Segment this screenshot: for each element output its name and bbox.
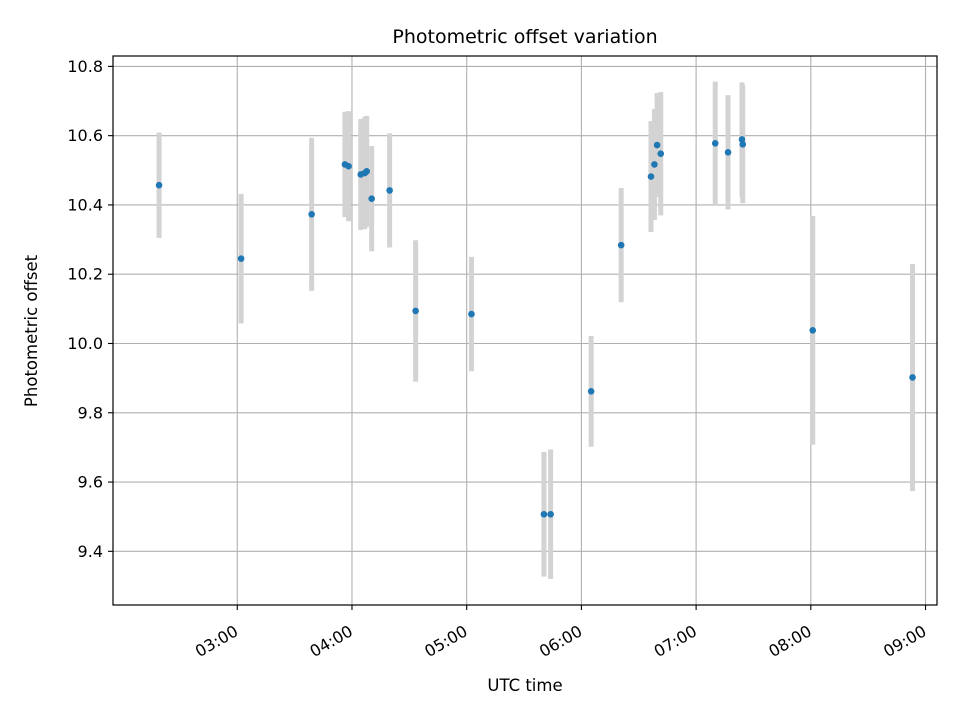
y-axis-label: Photometric offset <box>22 254 41 407</box>
data-point <box>368 195 375 203</box>
data-point <box>155 181 163 189</box>
data-points <box>155 136 916 518</box>
plot-frame <box>112 55 938 606</box>
y-tick-label: 9.6 <box>78 473 103 492</box>
y-tick-label: 9.4 <box>78 542 103 561</box>
y-tick-label: 10.8 <box>67 57 103 76</box>
y-tick-label: 9.8 <box>78 403 103 422</box>
data-point <box>809 327 817 334</box>
data-point <box>739 141 747 148</box>
data-point <box>345 162 352 170</box>
chart-title: Photometric offset variation <box>392 26 657 48</box>
y-axis-ticks: 9.4 9.6 9.8 10.0 10.2 10.4 10.6 10.8 <box>67 57 113 561</box>
grid <box>113 56 937 605</box>
data-point <box>647 173 655 180</box>
data-point <box>308 210 315 218</box>
data-point <box>909 374 916 381</box>
data-point <box>724 148 732 156</box>
x-axis-label: UTC time <box>487 676 562 695</box>
data-point <box>412 307 419 315</box>
y-tick-label: 10.4 <box>67 195 103 214</box>
data-point <box>651 161 658 168</box>
data-point <box>711 139 719 147</box>
data-point <box>386 187 393 194</box>
data-point <box>653 141 661 149</box>
data-point <box>540 510 548 518</box>
data-point <box>587 387 595 395</box>
y-tick-label: 10.2 <box>67 265 103 284</box>
data-point <box>547 510 554 518</box>
data-point <box>363 168 371 175</box>
plot-area <box>113 56 937 605</box>
data-point <box>738 136 746 143</box>
data-point <box>468 310 475 318</box>
data-point <box>237 255 245 262</box>
y-tick-label: 10.0 <box>67 334 103 353</box>
data-point <box>617 241 625 249</box>
y-tick-label: 10.6 <box>67 126 103 145</box>
data-point <box>657 150 665 157</box>
